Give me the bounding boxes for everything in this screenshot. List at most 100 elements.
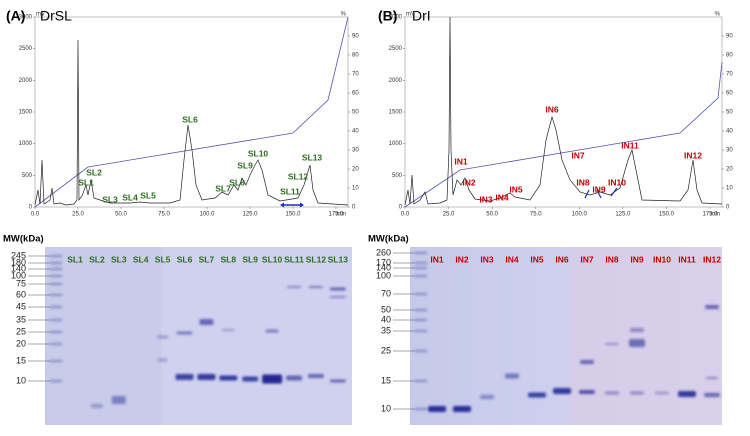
band	[175, 374, 194, 380]
x-tick-label: 0.0	[31, 212, 40, 218]
gradient-line	[34, 16, 349, 208]
y-tick-label: 2500	[389, 46, 403, 52]
marker-band	[50, 282, 62, 286]
y2-tick-label: 70	[352, 72, 359, 78]
band	[242, 376, 259, 382]
band	[605, 391, 619, 395]
mw-label: 10	[16, 375, 26, 385]
marker-band	[415, 379, 427, 383]
marker-band	[415, 292, 427, 296]
y-tick-label: 2000	[19, 78, 33, 84]
marker-band	[415, 266, 427, 270]
peak-label: SL8	[229, 177, 245, 187]
band	[453, 406, 471, 412]
lane-label: SL9	[242, 254, 258, 264]
peak-label: SL11	[280, 186, 300, 196]
band	[528, 392, 546, 398]
y2-tick-label: 0	[726, 205, 730, 211]
x-unit: min	[710, 212, 720, 218]
peak-label: IN4	[495, 192, 509, 202]
y2-tick-label: 90	[726, 34, 733, 40]
lane-label: SL1	[67, 254, 83, 264]
band	[219, 375, 238, 381]
mw-label: 70	[381, 288, 391, 298]
lane-label: IN12	[703, 254, 721, 264]
lane-label: SL3	[111, 254, 127, 264]
y2-tick-label: 80	[726, 53, 733, 59]
band	[630, 328, 644, 332]
y-tick-label: 500	[22, 173, 33, 179]
peak-label: SL12	[288, 171, 309, 181]
band	[329, 379, 346, 383]
mw-label: 25	[381, 345, 391, 355]
mw-label: 140	[376, 262, 391, 272]
lane-label: SL2	[89, 254, 105, 264]
panel-label: (A)	[6, 8, 25, 24]
peak-label: IN10	[608, 177, 626, 187]
band	[287, 286, 301, 288]
band	[197, 374, 216, 380]
mw-label: 15	[381, 375, 391, 385]
band	[262, 374, 283, 384]
y-tick-label: 1500	[389, 110, 403, 116]
mw-label: 260	[376, 247, 391, 257]
marker-band	[415, 274, 427, 278]
x-tick-label: 150.0	[285, 212, 301, 218]
trace	[34, 39, 349, 206]
y2-tick-label: 70	[726, 72, 733, 78]
marker-band	[50, 379, 62, 383]
marker-band	[50, 274, 62, 278]
band	[505, 373, 519, 379]
x-tick-label: 75.0	[158, 212, 170, 218]
peak-label: SL10	[248, 148, 269, 158]
lane-label: IN9	[630, 254, 644, 264]
peak-label: IN3	[479, 194, 493, 204]
marker-band	[415, 318, 427, 322]
band	[605, 343, 619, 345]
y-tick-label: 1500	[19, 110, 33, 116]
x-unit: min	[336, 212, 346, 218]
x-tick-label: 175.0	[702, 212, 718, 218]
marker-band	[415, 308, 427, 312]
peak-label: SL5	[140, 190, 156, 200]
x-tick-label: 25.0	[443, 212, 455, 218]
gel-part	[162, 247, 352, 425]
lane-label: SL7	[199, 254, 215, 264]
y2-tick-label: 20	[726, 167, 733, 173]
peak-label: SL4	[122, 192, 138, 202]
y2-tick-label: 40	[352, 129, 359, 135]
band	[480, 395, 494, 399]
trace	[404, 16, 723, 206]
y2-unit: %	[341, 12, 347, 18]
x-tick-label: 100.0	[199, 212, 215, 218]
band	[221, 329, 235, 331]
band	[678, 391, 696, 397]
peak-label: IN2	[462, 177, 476, 187]
lane-label: IN2	[455, 254, 469, 264]
y2-tick-label: 60	[726, 91, 733, 97]
mw-label: 140	[11, 263, 26, 273]
y-tick-label: 1000	[389, 141, 403, 147]
y2-tick-label: 20	[352, 167, 359, 173]
marker-band	[415, 329, 427, 333]
band	[655, 391, 669, 395]
marker-band	[50, 318, 62, 322]
y-tick-label: 2000	[389, 78, 403, 84]
marker-band	[50, 261, 62, 265]
y2-tick-label: 60	[352, 91, 359, 97]
lane-label: SL12	[306, 254, 327, 264]
lane-label: IN11	[678, 254, 696, 264]
y2-tick-label: 30	[352, 148, 359, 154]
lane-label: SL4	[133, 254, 149, 264]
y2-tick-label: 10	[726, 186, 733, 192]
mw-label: 20	[16, 338, 26, 348]
y2-tick-label: 80	[352, 53, 359, 59]
peak-label: SL1	[78, 177, 94, 187]
y-tick-label: 2500	[19, 46, 33, 52]
marker-band	[50, 359, 62, 363]
x-tick-label: 25.0	[72, 212, 84, 218]
band	[90, 404, 103, 408]
mw-label: 100	[11, 270, 26, 280]
band	[706, 377, 718, 379]
peak-label: IN1	[454, 156, 468, 166]
